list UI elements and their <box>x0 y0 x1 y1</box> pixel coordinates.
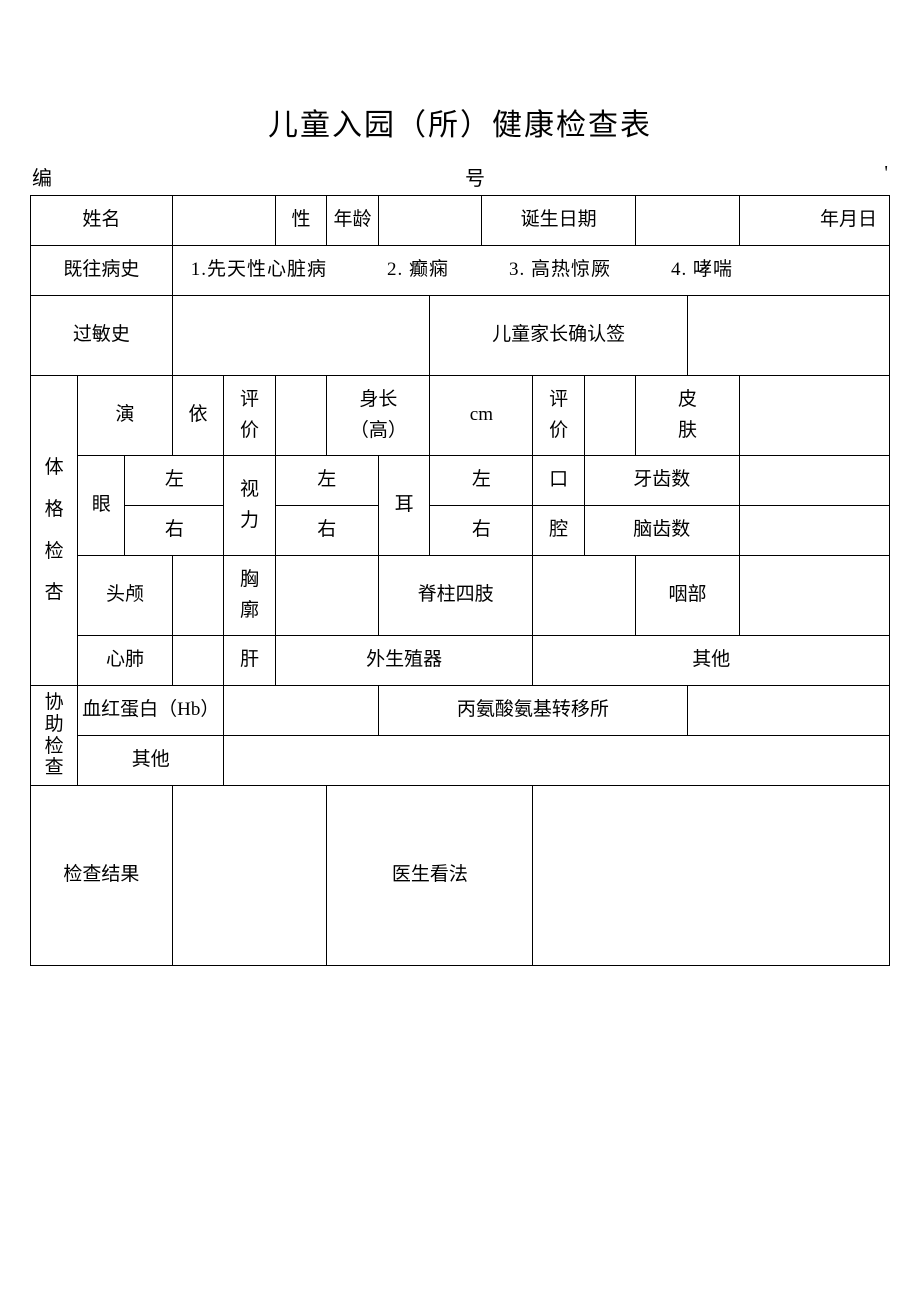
vision-label: 视力 <box>224 456 276 556</box>
spine-value[interactable] <box>533 556 636 636</box>
birth-value[interactable] <box>636 196 739 246</box>
allergy-value[interactable] <box>172 296 430 376</box>
date-label: 年月日 <box>739 196 889 246</box>
other-phys-label: 其他 <box>533 636 890 686</box>
vision-right-label: 右 <box>275 506 378 556</box>
name-label: 姓名 <box>31 196 173 246</box>
hb-label: 血红蛋白（Hb） <box>78 686 224 736</box>
eval1-label: 评价 <box>224 376 276 456</box>
doctor-value[interactable] <box>533 786 890 966</box>
vision-left-label: 左 <box>275 456 378 506</box>
allergy-label: 过敏史 <box>31 296 173 376</box>
eye-label: 眼 <box>78 456 125 556</box>
alt-value[interactable] <box>688 686 890 736</box>
decay-value[interactable] <box>739 506 889 556</box>
ear-label: 耳 <box>378 456 430 556</box>
yi-label: 依 <box>172 376 224 456</box>
phys-section-label: 体格检杏 <box>31 376 78 686</box>
age-label: 年龄 <box>327 196 379 246</box>
num-left: 编 <box>32 162 72 191</box>
hb-value[interactable] <box>224 686 379 736</box>
spine-label: 脊柱四肢 <box>378 556 533 636</box>
history-label: 既往病史 <box>31 246 173 296</box>
parent-confirm-label: 儿童家长确认签 <box>430 296 688 376</box>
height-value[interactable]: cm <box>430 376 533 456</box>
aux-section-label: 协助检查 <box>31 686 78 786</box>
number-line: 编 号 ' <box>30 162 890 191</box>
skin-label: 皮肤 <box>636 376 739 456</box>
eval2-label: 评价 <box>533 376 585 456</box>
eye-left-label: 左 <box>125 456 224 506</box>
ear-left-label: 左 <box>430 456 533 506</box>
health-form-table: 姓名 性 年龄 诞生日期 年月日 既往病史 1.先天性心脏病 2. 癫痫 3. … <box>30 195 890 966</box>
liver-label: 肝 <box>224 636 276 686</box>
skin-value[interactable] <box>739 376 889 456</box>
birth-label: 诞生日期 <box>481 196 636 246</box>
parent-confirm-value[interactable] <box>688 296 890 376</box>
eye-right-label: 右 <box>125 506 224 556</box>
chest-value[interactable] <box>275 556 378 636</box>
name-value[interactable] <box>172 196 275 246</box>
doctor-label: 医生看法 <box>327 786 533 966</box>
row-aux-1: 协助检查 血红蛋白（Hb） 丙氨酸氨基转移所 <box>31 686 890 736</box>
row-phys-b1: 眼 左 视力 左 耳 左 口 牙齿数 <box>31 456 890 506</box>
alt-label: 丙氨酸氨基转移所 <box>378 686 687 736</box>
heart-label: 心肺 <box>78 636 172 686</box>
eval1-value[interactable] <box>275 376 327 456</box>
eval2-value[interactable] <box>584 376 636 456</box>
row-result: 检查结果 医生看法 <box>31 786 890 966</box>
form-title: 儿童入园（所）健康检查表 <box>30 100 890 144</box>
aux-other-label: 其他 <box>78 736 224 786</box>
row-history: 既往病史 1.先天性心脏病 2. 癫痫 3. 高热惊厥 4. 哮喘 <box>31 246 890 296</box>
row-phys-d: 心肺 肝 外生殖器 其他 <box>31 636 890 686</box>
ear-right-label: 右 <box>430 506 533 556</box>
yan-label: 演 <box>78 376 172 456</box>
history-items[interactable]: 1.先天性心脏病 2. 癫痫 3. 高热惊厥 4. 哮喘 <box>172 246 889 296</box>
throat-label: 咽部 <box>636 556 739 636</box>
row-aux-2: 其他 <box>31 736 890 786</box>
num-right: ' <box>878 162 888 191</box>
heart-value[interactable] <box>172 636 224 686</box>
row-allergy: 过敏史 儿童家长确认签 <box>31 296 890 376</box>
throat-value[interactable] <box>739 556 889 636</box>
genital-label: 外生殖器 <box>275 636 533 686</box>
aux-other-value[interactable] <box>224 736 890 786</box>
num-mid: 号 <box>72 162 878 191</box>
row-phys-a: 体格检杏 演 依 评价 身长（高） cm 评价 皮肤 <box>31 376 890 456</box>
result-label: 检查结果 <box>31 786 173 966</box>
sex-label: 性 <box>275 196 327 246</box>
head-value[interactable] <box>172 556 224 636</box>
row-phys-c: 头颅 胸廓 脊柱四肢 咽部 <box>31 556 890 636</box>
result-value[interactable] <box>172 786 327 966</box>
qiang-label: 腔 <box>533 506 585 556</box>
kou-label: 口 <box>533 456 585 506</box>
chest-label: 胸廓 <box>224 556 276 636</box>
teeth-value[interactable] <box>739 456 889 506</box>
height-label: 身长（高） <box>327 376 430 456</box>
teeth-label: 牙齿数 <box>584 456 739 506</box>
head-label: 头颅 <box>78 556 172 636</box>
row-basic-info: 姓名 性 年龄 诞生日期 年月日 <box>31 196 890 246</box>
row-phys-b2: 右 右 右 腔 脑齿数 <box>31 506 890 556</box>
age-value[interactable] <box>378 196 481 246</box>
decay-label: 脑齿数 <box>584 506 739 556</box>
